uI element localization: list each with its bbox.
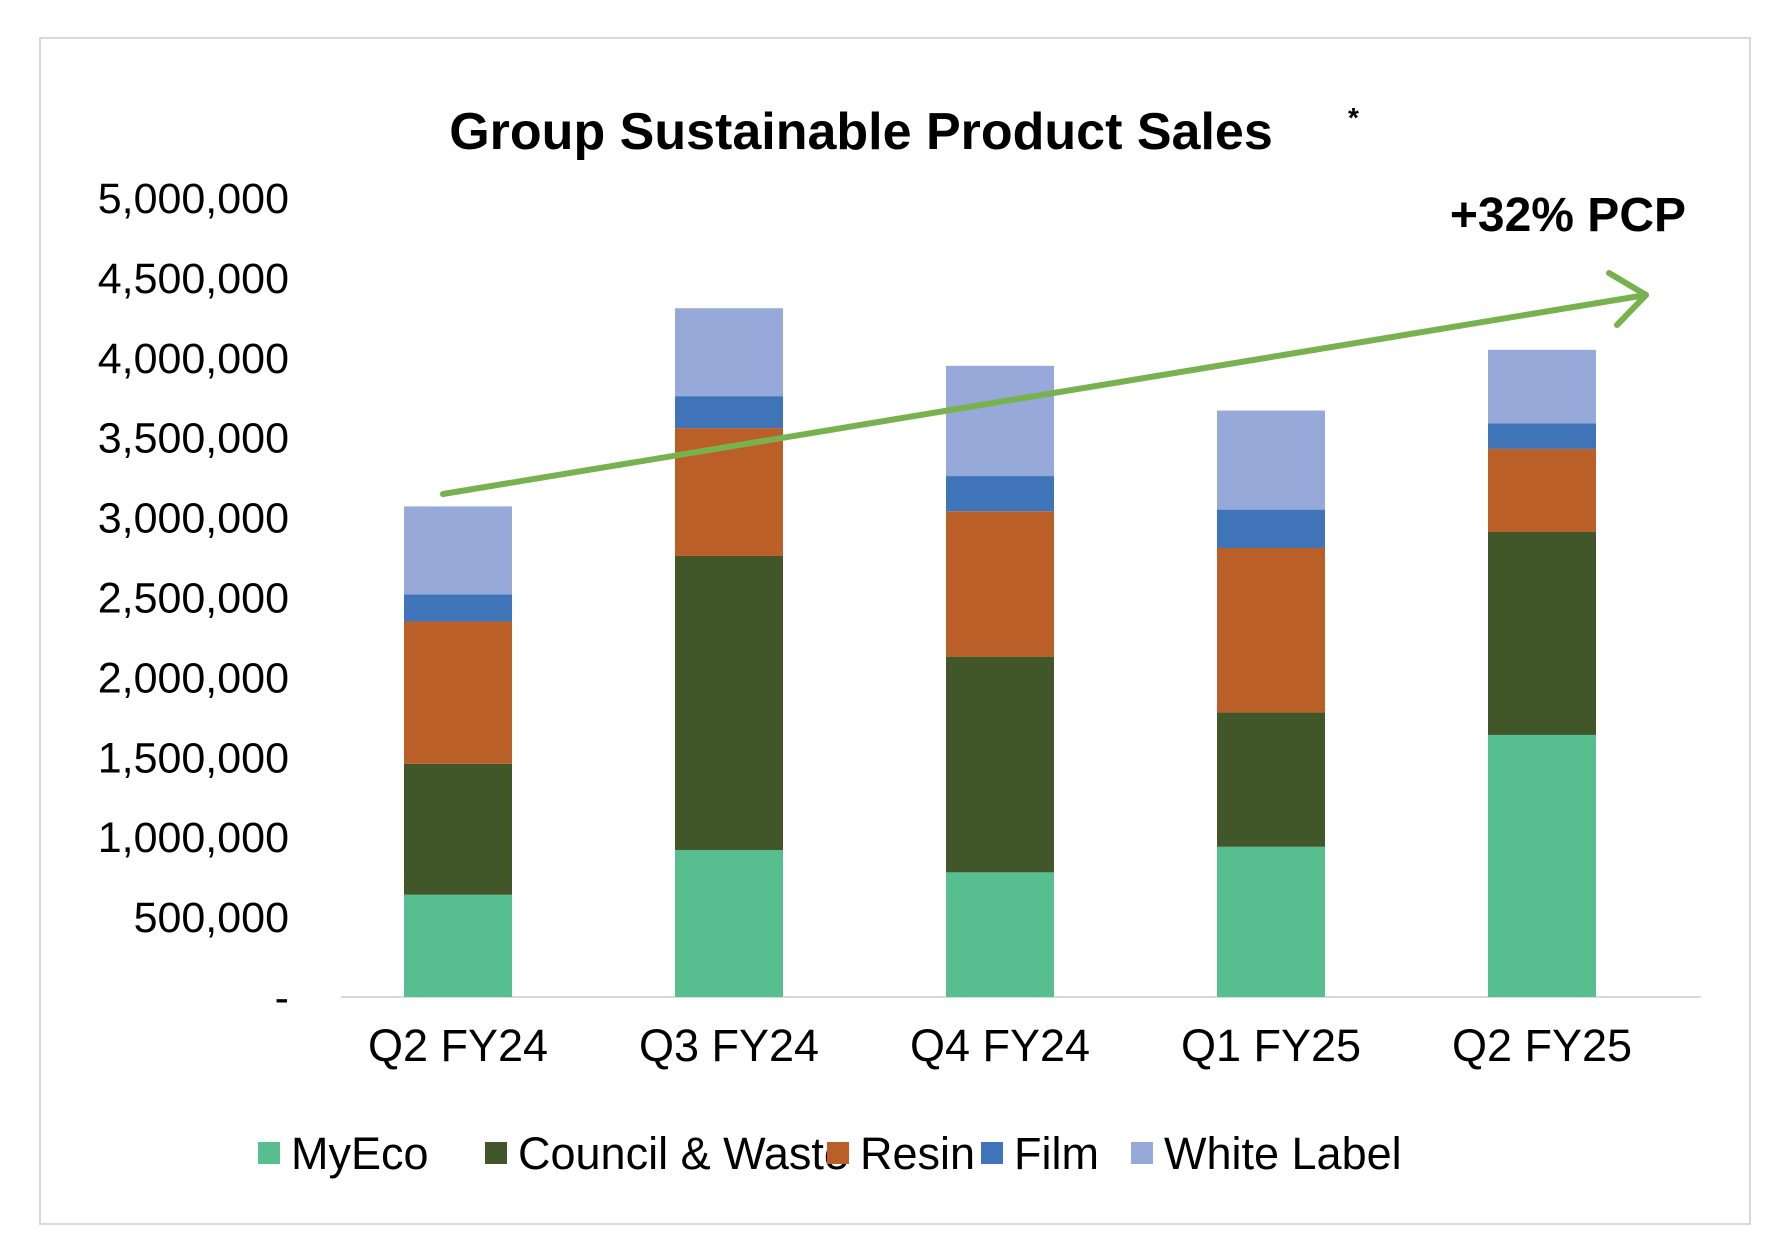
bar-segment <box>946 511 1054 657</box>
legend-swatch <box>1131 1142 1153 1164</box>
legend-label: MyEco <box>291 1128 429 1179</box>
bar-segment <box>1217 547 1325 713</box>
legend-label: Resin <box>860 1128 975 1179</box>
y-tick-label: 4,000,000 <box>98 335 289 383</box>
bar-segment <box>404 621 512 764</box>
bar-segment <box>946 476 1054 512</box>
y-tick-label: 500,000 <box>134 894 289 942</box>
legend-label: Council & Waste <box>518 1128 849 1179</box>
legend-swatch <box>981 1142 1003 1164</box>
bar-segment <box>404 763 512 895</box>
legend: MyEco Council & Waste Resin Film White Label <box>258 1128 1402 1179</box>
bar-segment <box>675 308 783 397</box>
bar-segment <box>946 365 1054 477</box>
bar-segment <box>946 872 1054 997</box>
bar-segment <box>1488 448 1596 532</box>
y-tick-label: 2,500,000 <box>98 575 289 623</box>
stacked-bar-chart: Group Sustainable Product Sales * +32% P… <box>98 102 1701 1179</box>
chart-frame: Group Sustainable Product Sales * +32% P… <box>39 37 1751 1225</box>
chart-title-footnote-mark: * <box>1348 102 1359 133</box>
chart-title: Group Sustainable Product Sales <box>449 103 1273 161</box>
trend-arrow <box>440 270 1649 497</box>
bar-segment <box>1217 846 1325 997</box>
bar-segment <box>1488 531 1596 735</box>
legend-label: White Label <box>1164 1128 1402 1179</box>
bar-segment <box>946 656 1054 873</box>
bar-segment <box>1488 349 1596 424</box>
bar-segment <box>1488 734 1596 997</box>
x-axis: Q2 FY24 Q3 FY24 Q4 FY24 Q1 FY25 Q2 FY25 <box>368 1020 1632 1071</box>
x-tick-label: Q3 FY24 <box>639 1020 819 1071</box>
x-tick-label: Q1 FY25 <box>1181 1020 1361 1071</box>
y-tick-label: 5,000,000 <box>98 175 289 223</box>
y-tick-label: 2,000,000 <box>98 654 289 702</box>
y-axis: - 500,000 1,000,000 1,500,000 2,000,000 2,500… <box>98 175 289 1022</box>
bar-segment <box>1488 423 1596 449</box>
x-tick-label: Q4 FY24 <box>910 1020 1090 1071</box>
bar-segment <box>675 849 783 997</box>
bars-group <box>404 308 1596 997</box>
bar-segment <box>404 894 512 997</box>
bar-segment <box>675 396 783 429</box>
bar-segment <box>1217 712 1325 847</box>
y-tick-label: 3,000,000 <box>98 495 289 543</box>
trend-arrow-head <box>1606 270 1649 328</box>
legend-label: Film <box>1014 1128 1099 1179</box>
legend-swatch <box>827 1142 849 1164</box>
bar-segment <box>404 506 512 595</box>
bar-segment <box>1217 509 1325 548</box>
x-tick-label: Q2 FY25 <box>1452 1020 1632 1071</box>
bar-segment <box>675 555 783 850</box>
y-tick-label: 4,500,000 <box>98 255 289 303</box>
growth-annotation: +32% PCP <box>1450 189 1686 242</box>
y-tick-label: 3,500,000 <box>98 415 289 463</box>
y-tick-label: 1,000,000 <box>98 814 289 862</box>
bar-segment <box>404 594 512 622</box>
trend-arrow-line <box>440 292 1649 497</box>
legend-swatch <box>258 1142 280 1164</box>
y-tick-label: - <box>275 974 289 1022</box>
legend-swatch <box>485 1142 507 1164</box>
y-tick-label: 1,500,000 <box>98 734 289 782</box>
x-tick-label: Q2 FY24 <box>368 1020 548 1071</box>
bar-segment <box>1217 410 1325 510</box>
